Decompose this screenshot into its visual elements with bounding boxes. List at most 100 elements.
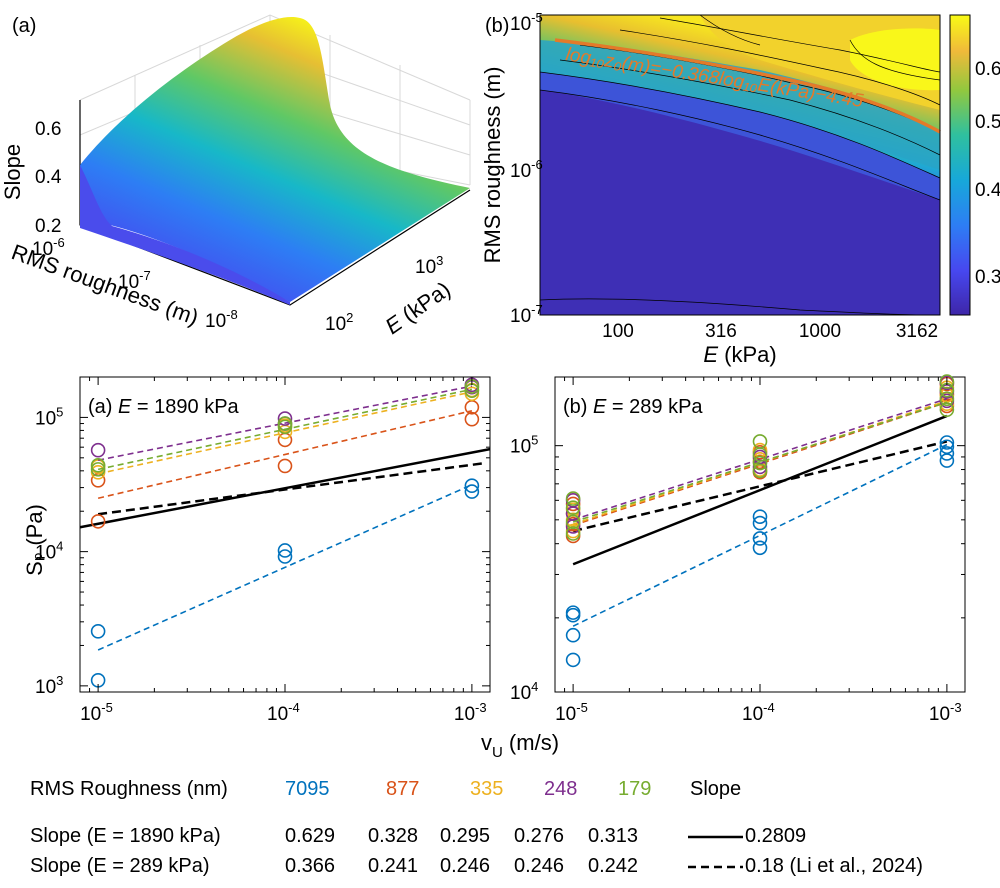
x-tick-label: 100 — [602, 321, 634, 342]
x-tick-label: 3162 — [896, 321, 938, 342]
sp-plot-b: (b) E = 289 kPa 104 105 10-5 10-4 10-3 — [510, 374, 966, 725]
data-point — [939, 435, 955, 450]
svg-text:10-5: 10-5 — [510, 10, 543, 35]
y-tick-exp: -7 — [531, 302, 543, 317]
contour-panel: log₁₀z₀(m)=−0.368log₁₀E(kPa)−4.45 (b) 10… — [480, 10, 1000, 367]
svg-text:10-6: 10-6 — [32, 235, 65, 260]
legend-line-swatches — [688, 835, 743, 869]
data-point — [752, 463, 768, 479]
data-point — [752, 434, 768, 449]
data-point — [464, 478, 480, 493]
data-point — [90, 457, 106, 473]
plot-b-annotation: (b) E = 289 kPa — [563, 396, 703, 418]
row1-value: 0.276 — [514, 825, 565, 847]
data-point — [565, 491, 581, 506]
svg-text:10-8: 10-8 — [205, 307, 238, 332]
fit-line — [554, 38, 941, 134]
data-point — [277, 416, 293, 431]
series-fit-line — [97, 385, 473, 461]
series-fit-line — [572, 400, 948, 525]
colorbar-tick-label: 0.4 — [975, 180, 1000, 201]
data-point — [277, 419, 293, 435]
x-tick-label: 316 — [705, 321, 737, 342]
data-point — [752, 531, 768, 546]
plot-b-x-ticks: 10-5 10-4 10-3 — [554, 377, 962, 725]
reference-line-solid — [572, 414, 948, 566]
plot-b-marks — [565, 374, 955, 668]
roughness-legend-title: RMS Roughness (nm) — [30, 778, 228, 800]
plot-a-frame — [79, 376, 491, 693]
plot-a-y-ticks: 103 104 105 — [35, 376, 490, 698]
surface-x-ticks: 102 103 — [325, 253, 443, 335]
series-fit-line — [572, 401, 948, 523]
surface-front-face — [80, 165, 290, 305]
y-tick-label: 104 — [35, 539, 63, 564]
data-point — [464, 484, 480, 499]
plot-a-ylabel: Sₚ (Pa) — [22, 504, 47, 576]
surface-panel-label: (a) — [12, 15, 36, 37]
row1-value: 0.295 — [440, 825, 491, 847]
colorbar-tick-label: 0.3 — [975, 267, 1000, 288]
row1-label: Slope (E = 1890 kPa) — [30, 825, 221, 847]
data-point — [565, 605, 581, 620]
roughness-value: 335 — [470, 778, 504, 800]
data-point — [939, 402, 955, 417]
data-point — [464, 411, 480, 427]
y-tick-base: 10 — [32, 239, 53, 260]
contour-ylabel: RMS roughness (m) — [480, 67, 505, 264]
x-tick-label: 10-4 — [742, 700, 775, 725]
y-tick-exp: -7 — [139, 268, 151, 283]
surface-zlabel: Slope — [0, 144, 25, 200]
data-point — [565, 514, 581, 530]
solid-line-label: 0.2809 — [745, 825, 807, 847]
x-tick-label: 10-4 — [267, 700, 300, 725]
data-point — [90, 462, 106, 477]
data-point — [277, 543, 293, 558]
contour-y-ticks: 10-5 10-6 10-7 — [510, 10, 543, 327]
plot-b-y-ticks: 104 105 — [510, 433, 965, 704]
surface-y-ticks: 10-6 10-7 10-8 — [32, 235, 238, 332]
slope-legend-title: Slope — [690, 778, 742, 800]
y-tick-exp: -6 — [53, 235, 65, 250]
y-tick-exp: -5 — [531, 10, 543, 25]
svg-text:102: 102 — [325, 310, 353, 335]
data-point — [277, 549, 293, 564]
y-tick-label: 103 — [35, 673, 63, 698]
data-point — [939, 374, 955, 389]
reference-line-dashed — [97, 462, 484, 516]
svg-text:10-7: 10-7 — [510, 302, 543, 327]
data-point — [939, 391, 955, 407]
plot-b-frame — [554, 376, 966, 693]
z-tick-label: 0.2 — [35, 216, 61, 237]
reference-line-solid — [79, 447, 491, 529]
plot-a-x-ticks: 10-5 10-4 10-3 — [79, 377, 487, 725]
x-tick-base: 10 — [325, 314, 346, 335]
data-point — [939, 446, 955, 461]
x-tick-label: 1000 — [799, 321, 841, 342]
svg-text:10-7: 10-7 — [118, 268, 151, 293]
data-point — [752, 509, 768, 524]
row1-value: 0.629 — [285, 825, 336, 847]
contour-lines — [539, 14, 941, 316]
reference-line-dashed — [572, 440, 948, 533]
data-point — [752, 540, 768, 556]
data-point — [565, 627, 581, 643]
y-tick-base: 10 — [205, 311, 226, 332]
y-tick-base: 10 — [118, 272, 139, 293]
z-tick-label: 0.6 — [35, 119, 61, 140]
contour-low-region — [540, 72, 940, 315]
contour-xlabel: E (kPa) — [703, 342, 776, 367]
contour-band — [540, 72, 940, 200]
dashed-line-label: 0.18 (Li et al., 2024) — [745, 855, 923, 877]
contour-x-ticks: 100 316 1000 3162 — [602, 321, 938, 342]
data-point — [277, 411, 293, 426]
colorbar — [949, 14, 971, 316]
x-tick-label: 10-3 — [929, 700, 962, 725]
data-point — [565, 500, 581, 515]
data-point — [752, 455, 768, 471]
x-tick-label: 10-5 — [555, 700, 588, 725]
series-fit-line — [97, 484, 473, 651]
y-tick-label: 105 — [35, 404, 63, 429]
row2-value: 0.242 — [588, 855, 639, 877]
